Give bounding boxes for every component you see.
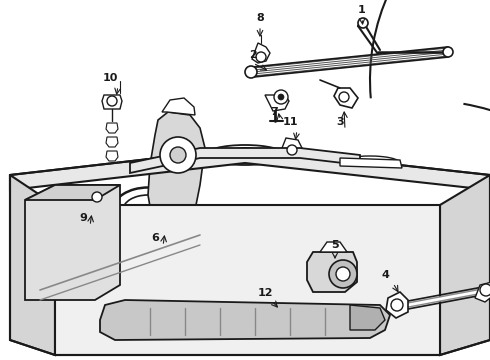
Polygon shape [102, 95, 122, 109]
Polygon shape [25, 185, 120, 300]
Circle shape [107, 96, 117, 106]
Polygon shape [10, 175, 55, 355]
Circle shape [245, 66, 257, 78]
Circle shape [336, 267, 350, 281]
Text: 10: 10 [102, 73, 118, 83]
Polygon shape [106, 137, 118, 147]
Text: 11: 11 [282, 117, 298, 127]
Polygon shape [130, 148, 360, 173]
Text: 8: 8 [256, 13, 264, 23]
Text: 5: 5 [331, 240, 339, 250]
Circle shape [358, 18, 368, 28]
Polygon shape [55, 205, 440, 355]
Polygon shape [25, 185, 120, 200]
Polygon shape [79, 218, 99, 230]
Polygon shape [148, 112, 205, 228]
Polygon shape [265, 95, 289, 111]
Polygon shape [350, 305, 385, 330]
Circle shape [287, 145, 297, 155]
Text: 1: 1 [358, 5, 366, 15]
Text: 12: 12 [257, 288, 273, 298]
Text: 9: 9 [79, 213, 87, 223]
Polygon shape [85, 192, 109, 206]
Polygon shape [334, 88, 358, 108]
Polygon shape [282, 138, 302, 162]
Text: 3: 3 [336, 117, 344, 127]
Text: 7: 7 [270, 107, 278, 117]
Circle shape [92, 192, 102, 202]
Circle shape [160, 137, 196, 173]
Polygon shape [162, 98, 195, 115]
Polygon shape [340, 158, 402, 168]
Polygon shape [320, 242, 347, 252]
Text: 2: 2 [249, 50, 257, 60]
Circle shape [391, 299, 403, 311]
Polygon shape [440, 175, 490, 355]
Circle shape [329, 260, 357, 288]
Circle shape [443, 47, 453, 57]
Polygon shape [307, 252, 357, 292]
Polygon shape [386, 292, 408, 318]
Text: 6: 6 [151, 233, 159, 243]
Circle shape [256, 52, 266, 62]
Polygon shape [10, 148, 490, 190]
Polygon shape [106, 123, 118, 133]
Polygon shape [252, 43, 270, 63]
Circle shape [274, 90, 288, 104]
Circle shape [339, 92, 349, 102]
Text: 4: 4 [381, 270, 389, 280]
Circle shape [170, 147, 186, 163]
Polygon shape [475, 282, 490, 302]
Polygon shape [106, 151, 118, 161]
Polygon shape [100, 300, 390, 340]
Circle shape [480, 284, 490, 296]
Circle shape [278, 94, 284, 100]
